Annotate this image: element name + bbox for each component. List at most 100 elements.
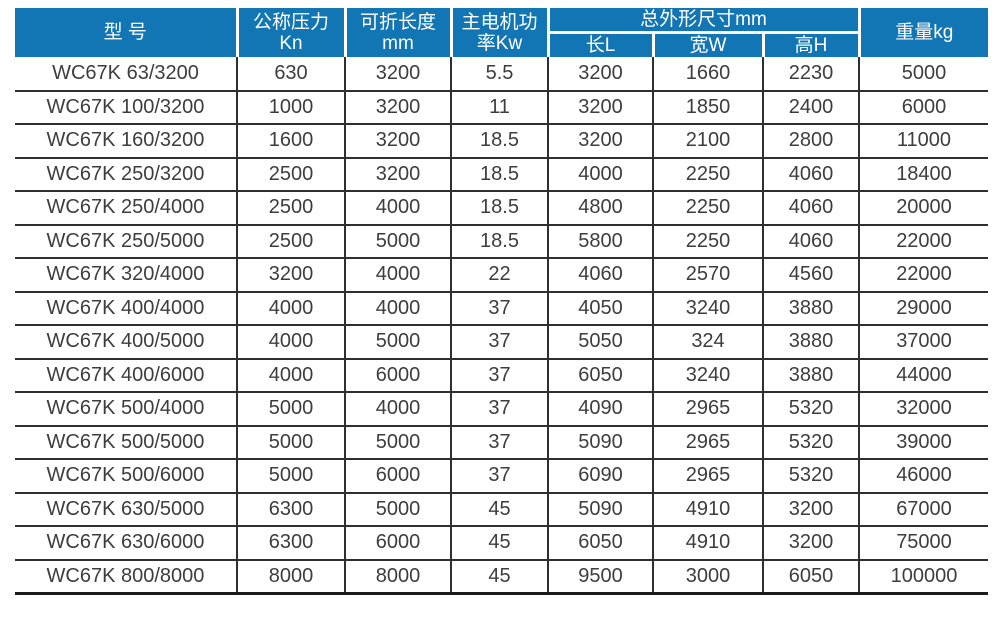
spec-value-cell: 18.5: [450, 124, 548, 159]
spec-value-cell: 5000: [344, 492, 451, 527]
spec-value-cell: 45: [450, 492, 548, 527]
spec-table-body: WC67K 63/3200 630 3200 5.5 3200 1660 2230 5000 W…: [15, 57, 988, 595]
spec-value-cell: 3200: [236, 258, 345, 293]
table-row: WC67K 250/4000 2500 4000 18.5 4800 2250 4060 20…: [15, 191, 988, 226]
spec-value-cell: 6300: [236, 492, 345, 527]
header-fold-length-line1: 可折长度: [359, 11, 436, 33]
spec-value-cell: 6000: [344, 358, 451, 393]
spec-value-cell: 4060: [547, 258, 653, 293]
spec-value-cell: 37: [450, 325, 548, 360]
header-pressure-line1: 公称压力: [252, 11, 329, 33]
model-cell: WC67K 500/5000: [15, 425, 237, 460]
spec-table: 型 号 公称压力 Kn 可折长度 mm 主电机功 率Kw 总外形尺寸mm: [15, 8, 988, 595]
header-row-main: 型 号 公称压力 Kn 可折长度 mm 主电机功 率Kw 总外形尺寸mm: [15, 8, 988, 57]
spec-value-cell: 6050: [762, 559, 859, 595]
spec-value-cell: 22: [450, 258, 548, 293]
header-dim-height-label: 高H: [794, 34, 828, 56]
spec-value-cell: 3200: [344, 90, 451, 125]
model-cell: WC67K 500/6000: [15, 459, 237, 494]
spec-table-header: 型 号 公称压力 Kn 可折长度 mm 主电机功 率Kw 总外形尺寸mm: [15, 8, 988, 57]
table-row: WC67K 250/5000 2500 5000 18.5 5800 2250 4060 22…: [15, 224, 988, 259]
spec-value-cell: 18.5: [450, 191, 548, 226]
spec-value-cell: 37: [450, 425, 548, 460]
spec-value-cell: 4060: [762, 191, 859, 226]
spec-value-cell: 4000: [344, 258, 451, 293]
spec-value-cell: 1600: [236, 124, 345, 159]
spec-value-cell: 3200: [344, 157, 451, 192]
spec-value-cell: 324: [652, 325, 763, 360]
spec-value-cell: 5050: [547, 325, 653, 360]
spec-value-cell: 32000: [858, 392, 988, 427]
model-cell: WC67K 100/3200: [15, 90, 237, 125]
spec-value-cell: 22000: [858, 224, 988, 259]
spec-value-cell: 2250: [652, 157, 763, 192]
spec-value-cell: 4000: [344, 291, 451, 326]
spec-value-cell: 5320: [762, 459, 859, 494]
spec-value-cell: 39000: [858, 425, 988, 460]
spec-value-cell: 1660: [652, 57, 763, 92]
header-pressure: 公称压力 Kn: [235, 8, 345, 57]
model-cell: WC67K 400/4000: [15, 291, 237, 326]
spec-value-cell: 1000: [236, 90, 345, 125]
model-cell: WC67K 800/8000: [15, 559, 237, 595]
model-cell: WC67K 630/6000: [15, 526, 237, 561]
header-dim-width-label: 宽W: [689, 34, 727, 56]
spec-value-cell: 5000: [236, 425, 345, 460]
spec-value-cell: 2100: [652, 124, 763, 159]
spec-value-cell: 3200: [547, 57, 653, 92]
spec-value-cell: 37: [450, 392, 548, 427]
spec-value-cell: 2500: [236, 191, 345, 226]
spec-value-cell: 3240: [652, 291, 763, 326]
spec-value-cell: 4060: [762, 157, 859, 192]
model-cell: WC67K 630/5000: [15, 492, 237, 527]
spec-value-cell: 11: [450, 90, 548, 125]
spec-value-cell: 37: [450, 459, 548, 494]
spec-value-cell: 4000: [236, 291, 345, 326]
spec-value-cell: 22000: [858, 258, 988, 293]
table-row: WC67K 250/3200 2500 3200 18.5 4000 2250 4060 18…: [15, 157, 988, 192]
spec-value-cell: 3200: [547, 124, 653, 159]
spec-value-cell: 3200: [344, 57, 451, 92]
table-row: WC67K 160/3200 1600 3200 18.5 3200 2100 2800 11…: [15, 124, 988, 159]
spec-value-cell: 37: [450, 358, 548, 393]
spec-value-cell: 6090: [547, 459, 653, 494]
spec-value-cell: 5320: [762, 425, 859, 460]
header-motor-power-line2: 率Kw: [476, 32, 523, 54]
spec-value-cell: 5000: [344, 425, 451, 460]
spec-value-cell: 4560: [762, 258, 859, 293]
table-row: WC67K 400/4000 4000 4000 37 4050 3240 3880 2900…: [15, 291, 988, 326]
header-weight-label: 重量kg: [895, 22, 954, 43]
header-model: 型 号: [15, 8, 237, 57]
model-cell: WC67K 250/4000: [15, 191, 237, 226]
spec-value-cell: 29000: [858, 291, 988, 326]
spec-value-cell: 5320: [762, 392, 859, 427]
spec-value-cell: 4000: [236, 325, 345, 360]
spec-value-cell: 4000: [547, 157, 653, 192]
spec-value-cell: 100000: [858, 559, 988, 595]
model-cell: WC67K 500/4000: [15, 392, 237, 427]
spec-value-cell: 3200: [762, 492, 859, 527]
header-overall-dimensions: 总外形尺寸mm: [546, 8, 859, 34]
spec-value-cell: 3200: [762, 526, 859, 561]
spec-value-cell: 8000: [344, 559, 451, 595]
table-row: WC67K 630/6000 6300 6000 45 6050 4910 3200 7500…: [15, 526, 988, 561]
spec-value-cell: 1850: [652, 90, 763, 125]
spec-value-cell: 3000: [652, 559, 763, 595]
model-cell: WC67K 400/5000: [15, 325, 237, 360]
spec-value-cell: 630: [236, 57, 345, 92]
header-dim-width: 宽W: [651, 32, 763, 57]
spec-value-cell: 6050: [547, 358, 653, 393]
header-dim-length-label: 长L: [585, 34, 616, 56]
spec-value-cell: 4800: [547, 191, 653, 226]
spec-value-cell: 3240: [652, 358, 763, 393]
spec-value-cell: 18.5: [450, 157, 548, 192]
model-cell: WC67K 250/5000: [15, 224, 237, 259]
spec-value-cell: 6000: [344, 526, 451, 561]
table-row: WC67K 400/6000 4000 6000 37 6050 3240 3880 4400…: [15, 358, 988, 393]
spec-value-cell: 2965: [652, 459, 763, 494]
spec-value-cell: 2965: [652, 392, 763, 427]
spec-value-cell: 2250: [652, 191, 763, 226]
spec-value-cell: 4090: [547, 392, 653, 427]
spec-value-cell: 37000: [858, 325, 988, 360]
